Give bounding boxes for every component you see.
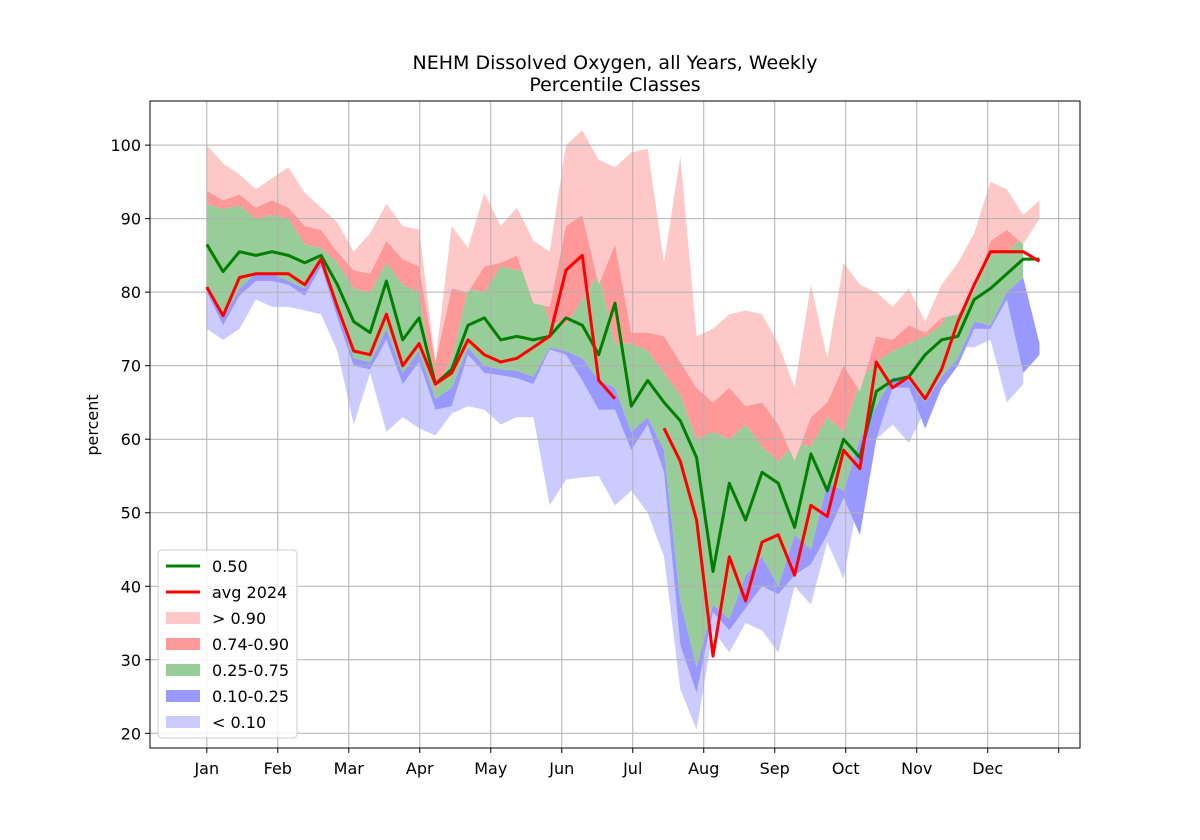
legend-label: avg 2024 xyxy=(212,583,287,602)
legend-patch-swatch xyxy=(166,612,200,624)
x-tick-label: Apr xyxy=(406,759,434,778)
y-axis: 20 30 40 50 60 70 80 90 100 xyxy=(110,136,150,743)
y-tick-label: 20 xyxy=(121,724,141,743)
legend-patch-swatch xyxy=(166,664,200,676)
band-25-75 xyxy=(206,203,1024,668)
series-line-avg-2024 xyxy=(205,250,1041,658)
x-tick-label: Mar xyxy=(334,759,365,778)
y-tick-label: 40 xyxy=(121,577,141,596)
x-tick-label: Jan xyxy=(193,759,219,778)
x-tick-label: Aug xyxy=(688,759,719,778)
x-tick-label: Jun xyxy=(548,759,574,778)
x-tick-label: Jul xyxy=(622,759,642,778)
legend-label: 0.10-0.25 xyxy=(212,687,289,706)
y-tick-label: 30 xyxy=(121,651,141,670)
x-tick-label: Sep xyxy=(760,759,790,778)
band-74-90 xyxy=(206,190,1024,462)
band-above-90 xyxy=(206,130,1040,462)
y-tick-label: 50 xyxy=(121,504,141,523)
band-10-25 xyxy=(206,259,1040,693)
y-axis-label: percent xyxy=(83,394,102,455)
band-below-10 xyxy=(206,266,1024,730)
x-tick-label: Feb xyxy=(264,759,292,778)
y-tick-label: 100 xyxy=(110,136,141,155)
y-tick-label: 60 xyxy=(121,430,141,449)
grid-lines xyxy=(150,101,1080,748)
legend-label: < 0.10 xyxy=(212,713,266,732)
legend-label: 0.74-0.90 xyxy=(212,635,289,654)
y-tick-label: 90 xyxy=(121,210,141,229)
chart-title: NEHM Dissolved Oxygen, all Years, Weekly xyxy=(413,52,818,74)
legend-label: 0.50 xyxy=(212,557,248,576)
legend: 0.50 avg 2024 > 0.90 0.74-0.90 0.25-0.75 0.10… xyxy=(157,549,298,739)
x-tick-label: Dec xyxy=(972,759,1003,778)
x-tick-label: Nov xyxy=(901,759,932,778)
legend-patch-swatch xyxy=(166,716,200,728)
legend-patch-swatch xyxy=(166,638,200,650)
chart-subtitle: Percentile Classes xyxy=(529,74,700,96)
x-axis: Jan Feb Mar Apr May Jun Jul Aug Sep Oct Nov Dec xyxy=(193,748,1060,778)
series-line-median xyxy=(205,243,1040,573)
x-tick-label: Oct xyxy=(832,759,860,778)
y-tick-label: 80 xyxy=(121,283,141,302)
legend-label: 0.25-0.75 xyxy=(212,661,289,680)
legend-label: > 0.90 xyxy=(212,609,266,628)
series-lines xyxy=(205,243,1041,658)
legend-patch-swatch xyxy=(166,690,200,702)
plot-frame xyxy=(149,100,1081,749)
x-tick-label: May xyxy=(474,759,507,778)
percentile-bands xyxy=(206,130,1040,730)
y-tick-label: 70 xyxy=(121,357,141,376)
